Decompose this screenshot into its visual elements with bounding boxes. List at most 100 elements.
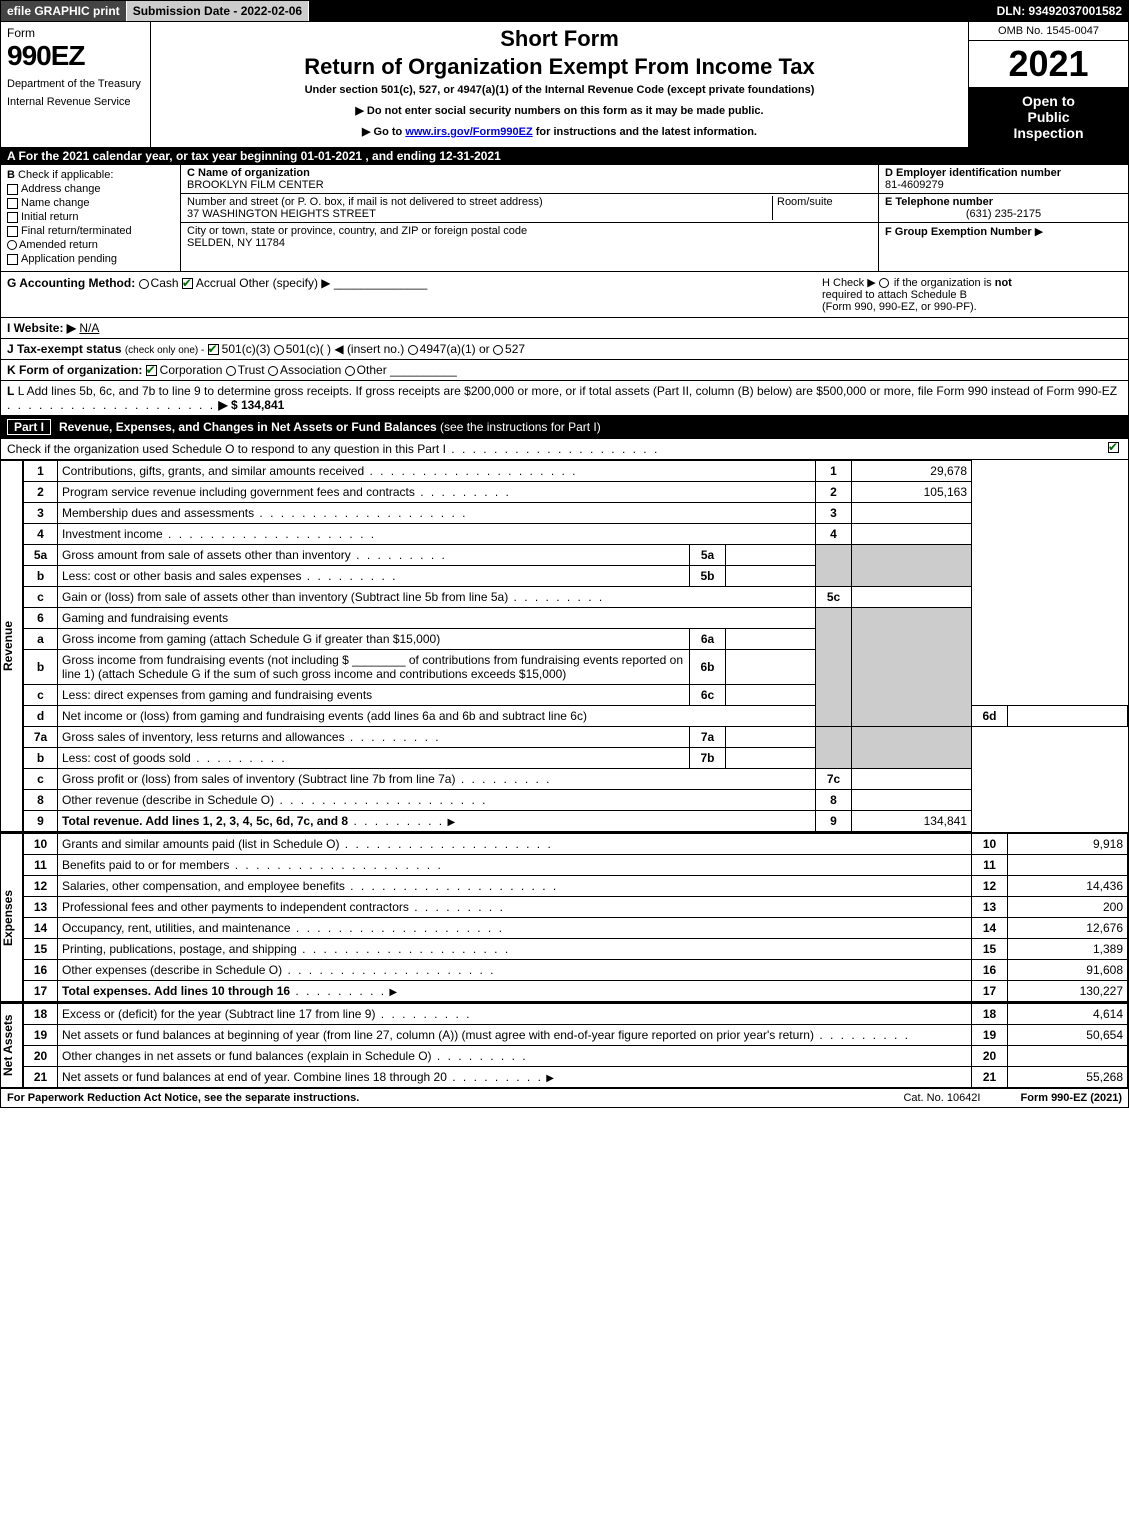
line-5a: 5aGross amount from sale of assets other…	[24, 545, 1128, 566]
col-d: D Employer identification number 81-4609…	[878, 165, 1128, 271]
return-title: Return of Organization Exempt From Incom…	[157, 54, 962, 80]
j-sub: (check only one) -	[125, 345, 204, 356]
e-telephone: E Telephone number (631) 235-2175	[879, 194, 1128, 223]
form-ref: Form 990-EZ (2021)	[1021, 1092, 1123, 1104]
row-j-tax-exempt: J Tax-exempt status (check only one) - 5…	[1, 338, 1128, 359]
line-6: 6Gaming and fundraising events	[24, 608, 1128, 629]
efile-print-btn[interactable]: efile GRAPHIC print	[1, 1, 127, 21]
expenses-section: Expenses 10Grants and similar amounts pa…	[1, 832, 1128, 1002]
lbl-final-return: Final return/terminated	[21, 225, 132, 237]
k-o2: Trust	[238, 363, 265, 377]
expenses-side-label: Expenses	[1, 833, 23, 1002]
header-right: OMB No. 1545-0047 2021 Open to Public In…	[968, 22, 1128, 147]
j-527[interactable]: 527	[493, 342, 525, 356]
k-corp[interactable]: Corporation	[146, 363, 223, 377]
goto-pre: ▶ Go to	[362, 126, 405, 138]
line-5c: cGain or (loss) from sale of assets othe…	[24, 587, 1128, 608]
page-footer: For Paperwork Reduction Act Notice, see …	[1, 1088, 1128, 1107]
b-letter: B	[7, 169, 15, 181]
line-9: 9Total revenue. Add lines 1, 2, 3, 4, 5c…	[24, 811, 1128, 832]
open-line1: Open to	[973, 93, 1124, 109]
j-4947[interactable]: 4947(a)(1) or	[408, 342, 490, 356]
city-label: City or town, state or province, country…	[187, 225, 527, 237]
lbl-initial-return: Initial return	[21, 211, 78, 223]
g-other-label: Other (specify) ▶	[239, 276, 330, 290]
street-value: 37 WASHINGTON HEIGHTS STREET	[187, 208, 772, 220]
dln: DLN: 93492037001582	[991, 1, 1128, 21]
line-10: 10Grants and similar amounts paid (list …	[24, 834, 1128, 855]
form-ref-pre: Form	[1021, 1092, 1052, 1104]
k-trust[interactable]: Trust	[226, 363, 265, 377]
chk-amended-return[interactable]: Amended return	[7, 239, 174, 251]
expenses-table: 10Grants and similar amounts paid (list …	[23, 833, 1128, 1002]
irs-link[interactable]: www.irs.gov/Form990EZ	[405, 126, 532, 138]
l-text: L Add lines 5b, 6c, and 7b to line 9 to …	[18, 384, 1117, 398]
line-7c: cGross profit or (loss) from sales of in…	[24, 769, 1128, 790]
grp-arrow: ▶	[1035, 226, 1043, 238]
goto-line: ▶ Go to www.irs.gov/Form990EZ for instru…	[157, 125, 962, 138]
j-o1: 501(c)(3)	[222, 342, 271, 356]
submission-date: Submission Date - 2022-02-06	[127, 1, 309, 21]
d-ein: D Employer identification number 81-4609…	[879, 165, 1128, 194]
line-1: 1Contributions, gifts, grants, and simil…	[24, 461, 1128, 482]
l-amount: ▶ $ 134,841	[218, 398, 284, 412]
cat-no: Cat. No. 10642I	[903, 1092, 980, 1104]
revenue-side-label: Revenue	[1, 460, 23, 832]
k-label: K Form of organization:	[7, 363, 142, 377]
c-street-row: Number and street (or P. O. box, if mail…	[181, 194, 878, 223]
j-501c[interactable]: 501(c)( ) ◀ (insert no.)	[274, 342, 405, 356]
chk-application-pending[interactable]: Application pending	[7, 253, 174, 265]
street-label: Number and street (or P. O. box, if mail…	[187, 196, 772, 208]
i-label: I Website: ▶	[7, 321, 76, 335]
f-group-exemption: F Group Exemption Number ▶	[879, 223, 1128, 240]
lbl-address-change: Address change	[21, 183, 101, 195]
grp-label: F Group Exemption Number	[885, 226, 1032, 238]
k-o4: Other	[357, 363, 387, 377]
line-3: 3Membership dues and assessments3	[24, 503, 1128, 524]
row-l-gross-receipts: L L Add lines 5b, 6c, and 7b to line 9 t…	[1, 380, 1128, 415]
h-text2: if the organization is	[894, 277, 992, 289]
k-o1: Corporation	[160, 363, 223, 377]
chk-initial-return[interactable]: Initial return	[7, 211, 174, 223]
chk-address-change[interactable]: Address change	[7, 183, 174, 195]
j-501c3[interactable]: 501(c)(3)	[208, 342, 271, 356]
city-value: SELDEN, NY 11784	[187, 237, 527, 249]
row-i-website: I Website: ▶ N/A	[1, 317, 1128, 338]
line-19: 19Net assets or fund balances at beginni…	[24, 1025, 1128, 1046]
k-other[interactable]: Other __________	[345, 363, 457, 377]
l-dots	[7, 398, 215, 412]
netassets-section: Net Assets 18Excess or (deficit) for the…	[1, 1002, 1128, 1088]
part-i-check-line: Check if the organization used Schedule …	[1, 438, 1128, 459]
h-text4: (Form 990, 990-EZ, or 990-PF).	[822, 301, 977, 313]
part-i-paren: (see the instructions for Part I)	[440, 420, 601, 434]
lbl-application-pending: Application pending	[21, 253, 117, 265]
g-cash[interactable]: Cash	[139, 276, 179, 290]
k-assoc[interactable]: Association	[268, 363, 341, 377]
line-16: 16Other expenses (describe in Schedule O…	[24, 960, 1128, 981]
header-center: Short Form Return of Organization Exempt…	[151, 22, 968, 147]
org-name: BROOKLYN FILM CENTER	[187, 179, 324, 191]
g-other[interactable]: Other (specify) ▶ ______________	[239, 276, 427, 290]
tax-year: 2021	[969, 41, 1128, 87]
h-check[interactable]	[879, 278, 889, 288]
ein-value: 81-4609279	[885, 179, 1122, 191]
chk-name-change[interactable]: Name change	[7, 197, 174, 209]
paperwork-notice: For Paperwork Reduction Act Notice, see …	[7, 1092, 863, 1104]
open-line2: Public	[973, 109, 1124, 125]
part-i-header: Part I Revenue, Expenses, and Changes in…	[1, 415, 1128, 438]
line-18: 18Excess or (deficit) for the year (Subt…	[24, 1004, 1128, 1025]
form-number: 990EZ	[7, 40, 144, 72]
g-accrual[interactable]: Accrual	[182, 276, 236, 290]
form-header: Form 990EZ Department of the Treasury In…	[1, 21, 1128, 147]
c-name-label: C Name of organization	[187, 167, 324, 179]
row-g-h: G Accounting Method: Cash Accrual Other …	[1, 271, 1128, 317]
form-990ez: efile GRAPHIC print Submission Date - 20…	[0, 0, 1129, 1108]
k-o3: Association	[280, 363, 341, 377]
short-form-title: Short Form	[157, 26, 962, 52]
tel-label: E Telephone number	[885, 196, 1122, 208]
line-20: 20Other changes in net assets or fund ba…	[24, 1046, 1128, 1067]
chk-final-return[interactable]: Final return/terminated	[7, 225, 174, 237]
g-accounting: G Accounting Method: Cash Accrual Other …	[7, 276, 822, 313]
line-21: 21Net assets or fund balances at end of …	[24, 1067, 1128, 1088]
schedule-o-checkbox[interactable]	[1108, 442, 1119, 453]
